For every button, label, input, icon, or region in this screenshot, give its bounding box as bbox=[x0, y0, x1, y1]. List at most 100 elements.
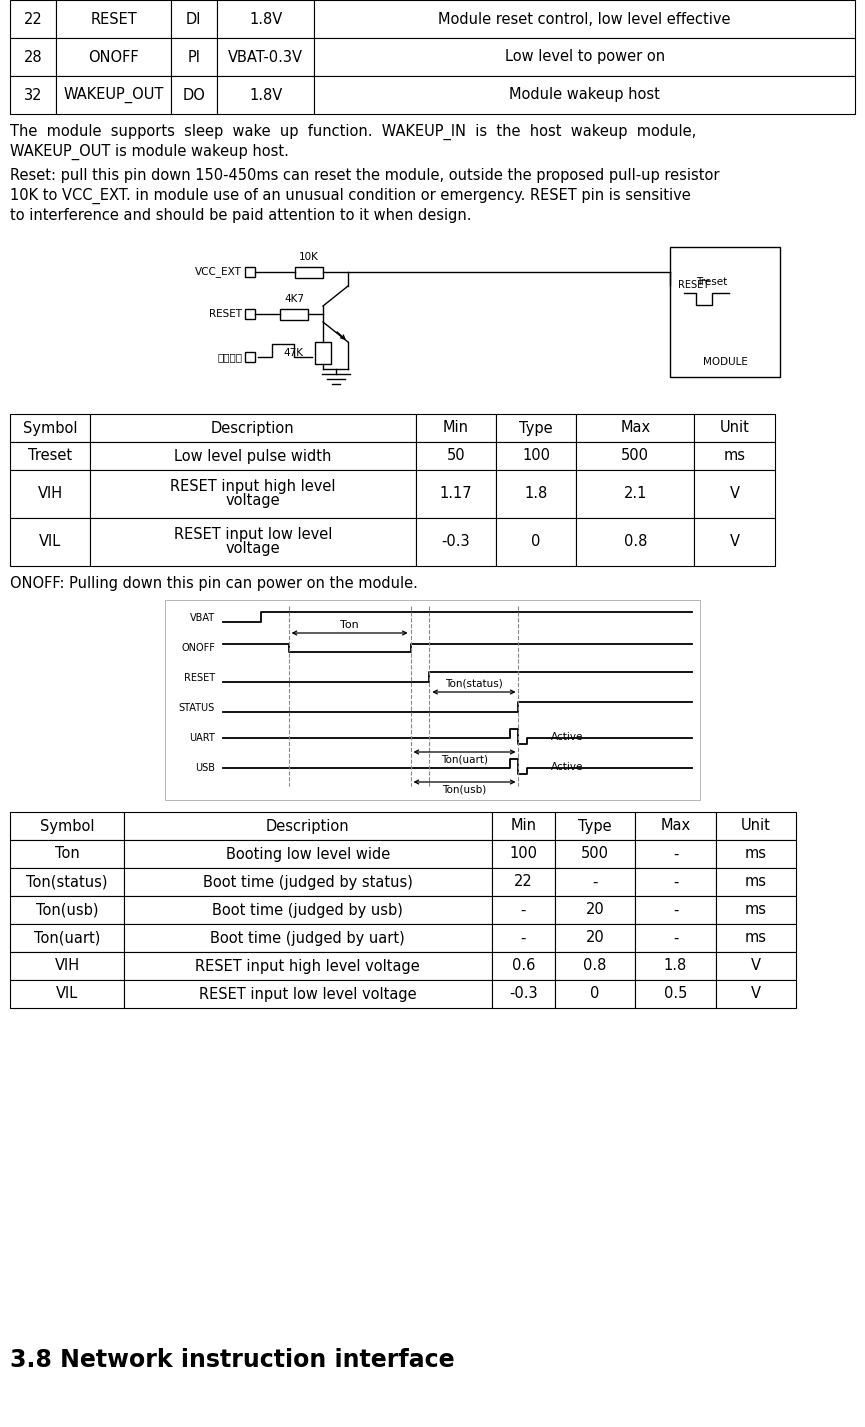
Bar bbox=[695, 518, 775, 567]
Text: Description: Description bbox=[211, 421, 295, 435]
Text: 32: 32 bbox=[24, 87, 42, 103]
Text: 0.5: 0.5 bbox=[663, 986, 687, 1002]
Bar bbox=[415, 518, 496, 567]
Bar bbox=[415, 469, 496, 518]
Bar bbox=[496, 518, 576, 567]
Bar bbox=[715, 980, 796, 1007]
Bar bbox=[496, 442, 576, 469]
Text: 22: 22 bbox=[514, 875, 533, 889]
Text: Low level to power on: Low level to power on bbox=[504, 50, 664, 64]
Text: RESET: RESET bbox=[678, 280, 709, 290]
Bar bbox=[10, 76, 56, 114]
Bar bbox=[10, 868, 124, 896]
Text: ONOFF: Pulling down this pin can power on the module.: ONOFF: Pulling down this pin can power o… bbox=[10, 577, 418, 591]
Text: RESET input high level voltage: RESET input high level voltage bbox=[195, 959, 420, 973]
Text: to interference and should be paid attention to it when design.: to interference and should be paid atten… bbox=[10, 208, 471, 223]
Text: UART: UART bbox=[189, 733, 215, 743]
Text: 47K: 47K bbox=[283, 348, 303, 358]
Text: Description: Description bbox=[266, 819, 349, 833]
Bar bbox=[245, 352, 255, 362]
Text: VIL: VIL bbox=[56, 986, 78, 1002]
Bar bbox=[90, 518, 415, 567]
Text: V: V bbox=[729, 535, 740, 549]
Text: VIL: VIL bbox=[39, 535, 61, 549]
Text: voltage: voltage bbox=[226, 494, 280, 508]
Bar bbox=[491, 812, 555, 841]
Text: Symbol: Symbol bbox=[22, 421, 77, 435]
Text: Active: Active bbox=[551, 762, 584, 772]
Bar bbox=[635, 868, 715, 896]
Bar bbox=[555, 841, 635, 868]
Text: RESET: RESET bbox=[209, 310, 242, 320]
Bar bbox=[415, 442, 496, 469]
Bar bbox=[576, 442, 695, 469]
Bar bbox=[10, 414, 90, 442]
Text: Min: Min bbox=[443, 421, 469, 435]
Text: RESET input low level: RESET input low level bbox=[174, 528, 332, 542]
Text: RESET input low level voltage: RESET input low level voltage bbox=[199, 986, 417, 1002]
Bar bbox=[415, 414, 496, 442]
Text: -: - bbox=[673, 902, 678, 918]
Text: 100: 100 bbox=[522, 448, 550, 464]
Text: PI: PI bbox=[188, 50, 201, 64]
Text: Reset: pull this pin down 150-450ms can reset the module, outside the proposed p: Reset: pull this pin down 150-450ms can … bbox=[10, 168, 720, 183]
Text: 1.8: 1.8 bbox=[524, 487, 548, 501]
Bar bbox=[217, 0, 314, 39]
Text: 3.8 Network instruction interface: 3.8 Network instruction interface bbox=[10, 1349, 455, 1371]
Text: VBAT: VBAT bbox=[190, 614, 215, 624]
Text: Type: Type bbox=[579, 819, 612, 833]
Text: 50: 50 bbox=[446, 448, 465, 464]
Text: Module wakeup host: Module wakeup host bbox=[509, 87, 660, 103]
Bar bbox=[496, 414, 576, 442]
Bar bbox=[124, 841, 491, 868]
Text: V: V bbox=[751, 986, 760, 1002]
Bar bbox=[555, 896, 635, 925]
Text: Booting low level wide: Booting low level wide bbox=[226, 846, 390, 862]
Text: V: V bbox=[729, 487, 740, 501]
Bar bbox=[315, 342, 331, 364]
Text: 20: 20 bbox=[586, 902, 605, 918]
Text: 0.8: 0.8 bbox=[584, 959, 607, 973]
Bar bbox=[124, 896, 491, 925]
Text: WAKEUP_OUT: WAKEUP_OUT bbox=[63, 87, 163, 103]
Text: 28: 28 bbox=[24, 50, 42, 64]
Text: 1.8V: 1.8V bbox=[249, 11, 282, 27]
Text: ms: ms bbox=[745, 846, 766, 862]
Bar bbox=[56, 0, 170, 39]
Text: 10K: 10K bbox=[299, 253, 319, 263]
Text: DO: DO bbox=[183, 87, 205, 103]
Bar bbox=[576, 414, 695, 442]
Bar bbox=[635, 952, 715, 980]
Bar bbox=[170, 76, 217, 114]
Text: 10K to VCC_EXT. in module use of an unusual condition or emergency. RESET pin is: 10K to VCC_EXT. in module use of an unus… bbox=[10, 188, 691, 204]
Bar bbox=[491, 980, 555, 1007]
Text: Boot time (judged by usb): Boot time (judged by usb) bbox=[213, 902, 403, 918]
Bar bbox=[217, 39, 314, 76]
Text: Ton(status): Ton(status) bbox=[26, 875, 108, 889]
Bar bbox=[90, 469, 415, 518]
Text: -: - bbox=[673, 875, 678, 889]
Text: DI: DI bbox=[186, 11, 202, 27]
Bar bbox=[695, 469, 775, 518]
Bar bbox=[695, 414, 775, 442]
Text: 100: 100 bbox=[509, 846, 537, 862]
Text: Unit: Unit bbox=[740, 819, 771, 833]
Text: MODULE: MODULE bbox=[702, 357, 747, 367]
Bar bbox=[635, 812, 715, 841]
Text: Type: Type bbox=[519, 421, 553, 435]
Bar bbox=[314, 0, 855, 39]
Bar bbox=[90, 414, 415, 442]
Text: ms: ms bbox=[745, 875, 766, 889]
Bar bbox=[496, 469, 576, 518]
Bar bbox=[170, 0, 217, 39]
Text: 500: 500 bbox=[581, 846, 609, 862]
Text: 500: 500 bbox=[621, 448, 650, 464]
Bar bbox=[555, 868, 635, 896]
Bar bbox=[124, 868, 491, 896]
Text: 0.8: 0.8 bbox=[624, 535, 647, 549]
Bar bbox=[555, 980, 635, 1007]
Text: 2.1: 2.1 bbox=[624, 487, 647, 501]
Text: Ton(uart): Ton(uart) bbox=[441, 753, 488, 763]
Bar bbox=[56, 76, 170, 114]
Text: Ton(status): Ton(status) bbox=[445, 679, 503, 689]
